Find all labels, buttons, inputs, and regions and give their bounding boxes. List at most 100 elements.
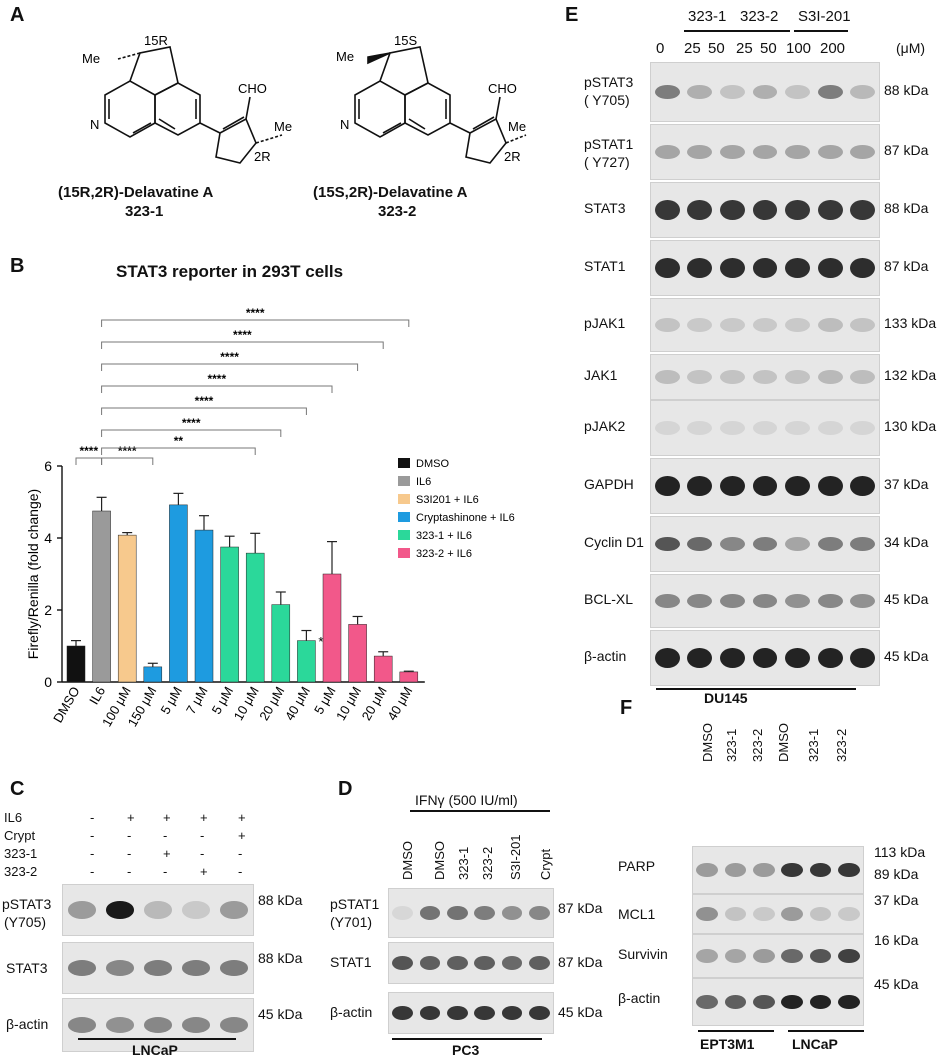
me2-label-2: Me xyxy=(508,119,526,134)
concentration-label: 200 xyxy=(820,40,846,57)
band xyxy=(67,960,97,976)
band xyxy=(850,421,876,435)
treatment-label: 323-1 xyxy=(4,846,38,861)
lane-label: 323-2 xyxy=(480,846,495,880)
band xyxy=(687,258,713,278)
band xyxy=(654,537,680,551)
band xyxy=(720,200,745,220)
band xyxy=(838,995,860,1009)
significance-bracket xyxy=(75,457,103,465)
kda-label: 88 kDa xyxy=(884,82,929,98)
kda-label: 37 kDa xyxy=(874,892,919,908)
band xyxy=(752,258,778,278)
kda-label: 34 kDa xyxy=(884,534,929,550)
lane-label: DMSO xyxy=(700,723,715,762)
band xyxy=(105,960,135,976)
band xyxy=(696,907,718,921)
y-tick-label: 0 xyxy=(44,674,52,690)
group-underline xyxy=(684,30,738,32)
band xyxy=(696,995,718,1009)
kda-label: 132 kDa xyxy=(884,367,937,383)
band xyxy=(809,863,832,877)
significance-bracket xyxy=(101,407,307,415)
kda-label: 88 kDa xyxy=(258,892,303,908)
band xyxy=(474,956,496,970)
band xyxy=(528,906,550,920)
blot-8 xyxy=(650,458,880,514)
band xyxy=(752,370,778,384)
band xyxy=(687,200,713,220)
significance-bracket xyxy=(101,429,282,437)
significance-label: **** xyxy=(79,444,98,458)
concentration-label: 50 xyxy=(708,40,725,57)
band xyxy=(720,421,745,435)
panel-label-e: E xyxy=(565,4,579,26)
band xyxy=(392,906,414,920)
protein-label: pSTAT3 xyxy=(584,74,634,90)
band xyxy=(785,258,810,278)
panel-label-a: A xyxy=(10,4,25,26)
bar xyxy=(348,624,367,683)
band xyxy=(752,318,778,332)
cell-line-label: LNCaP xyxy=(792,1036,838,1052)
band xyxy=(850,594,876,608)
legend-swatch xyxy=(398,494,410,504)
me-label-1: Me xyxy=(82,51,100,66)
band xyxy=(687,537,713,551)
band xyxy=(105,901,135,919)
band xyxy=(654,476,680,496)
lane-label: 323-2 xyxy=(834,728,849,762)
n-label-2: N xyxy=(340,117,349,132)
treatment-mark: - xyxy=(163,828,168,843)
treatment-label: Crypt xyxy=(4,828,36,843)
band xyxy=(785,594,810,608)
band xyxy=(817,85,843,99)
blot-1 xyxy=(650,62,880,122)
compound-1-code: 323-1 xyxy=(125,203,164,220)
band xyxy=(219,960,249,976)
c2-label-1: 2R xyxy=(254,149,271,164)
band xyxy=(687,648,713,668)
band xyxy=(753,949,775,963)
band xyxy=(528,1006,550,1020)
compound-2-code: 323-2 xyxy=(378,203,417,220)
cell-line-label: PC3 xyxy=(452,1042,480,1058)
protein-label: STAT3 xyxy=(584,200,626,216)
protein-label: pJAK2 xyxy=(584,418,626,434)
band xyxy=(850,476,876,496)
concentration-label: 25 xyxy=(736,40,753,57)
bar xyxy=(194,529,214,683)
band xyxy=(752,421,778,435)
protein-label: β-actin xyxy=(330,1004,373,1020)
band xyxy=(446,906,468,920)
band xyxy=(809,995,832,1009)
significance-label: **** xyxy=(246,306,265,320)
blot-3 xyxy=(650,182,880,238)
protein-label: ( Y705) xyxy=(584,92,630,108)
star-label: * xyxy=(318,634,323,649)
band xyxy=(838,907,860,921)
panel-label-d: D xyxy=(338,778,353,800)
bar xyxy=(271,604,291,683)
bar xyxy=(117,534,137,683)
band xyxy=(817,200,843,220)
treatment-mark: - xyxy=(238,864,243,879)
band xyxy=(720,145,745,159)
treatment-mark: - xyxy=(90,828,95,843)
cell-line-underline xyxy=(392,1038,542,1040)
band xyxy=(720,370,745,384)
blot-1 xyxy=(62,884,254,936)
band xyxy=(838,949,860,963)
protein-label: PARP xyxy=(618,858,656,874)
treatment-underline xyxy=(410,810,550,812)
y-axis-label: Firefly/Renilla (fold change) xyxy=(25,489,41,659)
protein-label: β-actin xyxy=(584,648,627,664)
protein-label: JAK1 xyxy=(584,367,618,383)
band xyxy=(446,1006,468,1020)
band xyxy=(817,421,843,435)
band xyxy=(817,476,843,496)
band xyxy=(654,318,680,332)
cell-line-underline xyxy=(78,1038,236,1040)
cell-line-label: LNCaP xyxy=(132,1042,178,1058)
protein-label: BCL-XL xyxy=(584,591,634,607)
